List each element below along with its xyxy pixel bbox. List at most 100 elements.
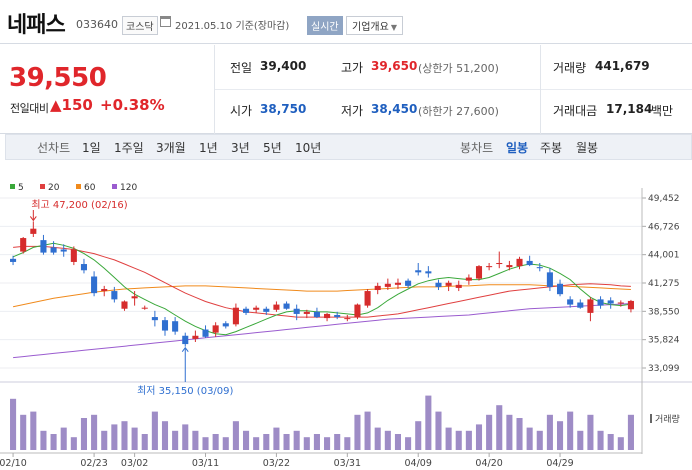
low-value: 38,450 [371, 102, 418, 116]
prev-close-label: 전일 [230, 61, 253, 75]
volume-bars: 거래량 [10, 395, 680, 450]
divider [540, 45, 541, 134]
y-tick-label: 49,452 [648, 194, 680, 204]
price-chart[interactable]: 5 20 60 120 49,452 46,726 44,001 41,275 38,550 3… [0, 160, 692, 470]
volume-bar [394, 434, 402, 450]
chart-legend: 5 20 60 120 [10, 183, 137, 193]
candle-body [40, 240, 47, 253]
legend-swatch [76, 184, 81, 189]
candle-body [161, 320, 169, 331]
y-axis: 49,452 46,726 44,001 41,275 38,550 35,824 33,0… [641, 188, 680, 454]
candle-body [60, 249, 67, 252]
divider [214, 45, 215, 134]
up-arrow-icon [181, 346, 189, 352]
x-tick-label: 03/22 [263, 458, 290, 469]
volume-bar [91, 414, 98, 450]
up-arrow-icon: ▲ [50, 96, 62, 114]
ma20-line [13, 245, 631, 318]
chevron-down-icon: ▼ [390, 23, 397, 32]
volume-label: 거래량 [553, 61, 587, 75]
volume-bar [161, 421, 169, 450]
volume-bar [202, 437, 209, 450]
tab-3year[interactable]: 3년 [231, 141, 250, 155]
company-info-dropdown[interactable]: 기업개요 ▼ [346, 16, 403, 35]
candle-body [141, 307, 148, 309]
volume-bar [101, 430, 108, 450]
volume-bar [212, 434, 219, 450]
candle-body [364, 291, 371, 306]
candle-body [202, 329, 209, 337]
volume-bar [70, 437, 77, 450]
candle-body [121, 301, 128, 309]
volume-bar [313, 434, 320, 450]
tab-1year[interactable]: 1년 [199, 141, 218, 155]
volume-bar [475, 424, 483, 450]
company-info-label: 기업개요 [352, 22, 389, 33]
change-percent: +0.38% [100, 96, 165, 114]
chart-annotations: 최고 47,200 (02/16) 최저 35,150 (03/09) [29, 199, 234, 397]
tab-line-chart[interactable]: 선차트 [37, 141, 71, 155]
candle-body [627, 300, 634, 310]
volume-bar [556, 421, 564, 450]
volume-bar [111, 424, 118, 450]
x-axis: 02/10 02/23 03/02 03/11 03/22 03/31 04/09 04/20… [0, 452, 642, 469]
candle-body [374, 285, 381, 291]
candle-body [465, 277, 472, 281]
candle-body [354, 304, 361, 318]
tab-5year[interactable]: 5년 [263, 141, 282, 155]
legend-swatch [10, 184, 15, 189]
tab-monthly[interactable]: 월봉 [576, 141, 599, 155]
volume-bar [607, 434, 614, 450]
volume-bar [435, 411, 442, 450]
candle-body [567, 299, 574, 305]
moving-averages [12, 242, 631, 359]
candle-body [384, 283, 391, 287]
volume-bar [172, 430, 179, 450]
candle-body [151, 317, 158, 321]
upper-limit-value: 51,200) [456, 62, 499, 75]
stock-header: 네패스 033640 코스닥 2021.05.10 기준(장마감) 실시간 기업… [0, 0, 692, 44]
y-tick-label: 41,275 [648, 279, 680, 289]
tab-daily[interactable]: 일봉 [506, 141, 529, 155]
tab-1week[interactable]: 1주일 [114, 141, 144, 155]
volume-bar [496, 405, 503, 450]
volume-bar [263, 434, 270, 450]
tab-weekly[interactable]: 주봉 [540, 141, 563, 155]
amount-label: 거래대금 [553, 104, 598, 118]
open-label: 시가 [230, 104, 253, 118]
candle-body [131, 296, 138, 299]
divider [215, 89, 692, 90]
volume-bar [536, 430, 543, 450]
x-tick-label: 03/31 [334, 458, 361, 469]
open-value: 38,750 [260, 102, 307, 116]
volume-bar [486, 414, 493, 450]
realtime-button[interactable]: 실시간 [307, 16, 343, 35]
tab-3month[interactable]: 3개월 [156, 141, 186, 155]
candle-body [10, 258, 17, 262]
high-value: 39,650 [371, 59, 418, 73]
tab-10year[interactable]: 10년 [295, 141, 322, 155]
low-label: 저가 [341, 104, 364, 118]
x-tick-label: 02/10 [0, 458, 27, 469]
candle-body [91, 276, 98, 294]
candle-body [556, 283, 564, 295]
candle-body [475, 266, 483, 279]
min-label: 최저 35,150 (03/09) [137, 385, 233, 397]
volume-bar [151, 411, 158, 450]
tab-1day[interactable]: 1일 [82, 141, 101, 155]
volume-bar [465, 430, 472, 450]
chart-grid [0, 197, 692, 383]
tab-candle-chart[interactable]: 봉차트 [460, 141, 494, 155]
y-tick-label: 38,550 [648, 307, 680, 317]
date-value: 2021.05.10 [175, 21, 233, 32]
volume-bar [20, 414, 27, 450]
x-tick-label: 04/29 [546, 458, 573, 469]
lower-limit-label: (하한가 [418, 105, 453, 118]
ma120-line [13, 303, 631, 359]
volume-bar [60, 427, 67, 450]
x-tick-label: 04/09 [405, 458, 432, 469]
candle-body [182, 335, 189, 345]
volume-bar [30, 411, 37, 450]
current-price: 39,550 [9, 63, 107, 93]
volume-bar [141, 434, 148, 450]
